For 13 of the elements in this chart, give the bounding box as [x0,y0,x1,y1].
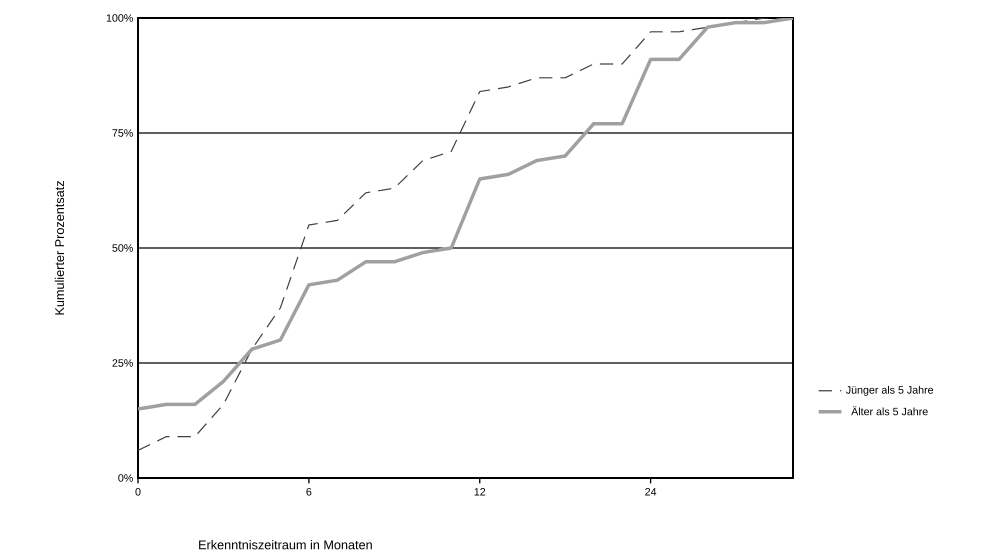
x-tick-label: 6 [306,488,312,496]
legend-label: Älter als 5 Jahre [851,406,928,416]
y-axis-title: Kumulierter Prozentsatz [54,181,64,315]
y-tick-label: 100% [106,14,133,22]
y-tick-label: 25% [112,359,133,367]
x-tick-label: 24 [645,488,656,496]
legend-label: Jünger als 5 Jahre [846,386,934,396]
x-axis-title: Erkenntniszeitraum in Monaten [199,540,372,550]
y-tick-label: 0% [118,474,133,482]
x-tick-label: 12 [474,488,486,496]
x-tick-label: 0 [135,488,141,496]
y-tick-label: 50% [112,244,133,252]
y-tick-label: 75% [112,129,133,137]
